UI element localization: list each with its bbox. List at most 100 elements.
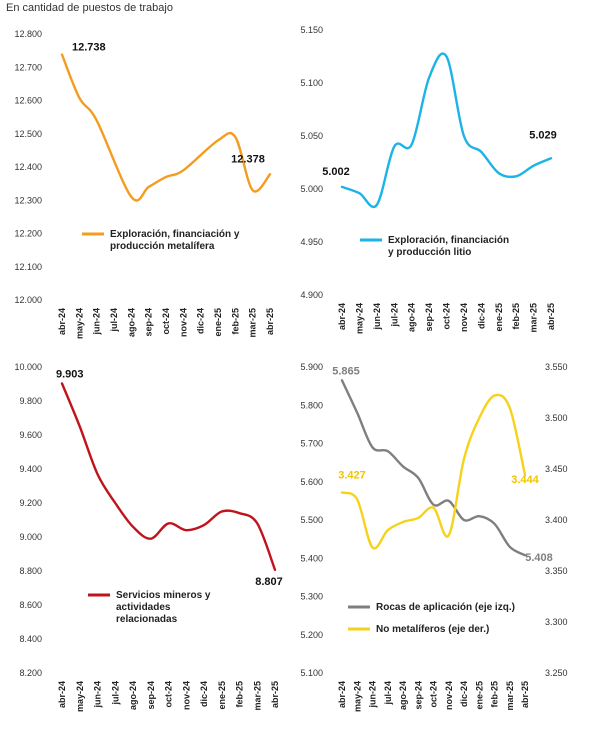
x-tick-label: ene-25 bbox=[217, 681, 227, 710]
y-tick-label: 9.000 bbox=[19, 532, 42, 542]
y-tick-label-right: 3.450 bbox=[545, 464, 568, 474]
legend-entry: Rocas de aplicación (eje izq.) bbox=[376, 602, 515, 613]
y-tick-label: 8.600 bbox=[19, 600, 42, 610]
x-tick-label: sep-24 bbox=[413, 681, 423, 710]
x-tick-label: may-24 bbox=[74, 308, 84, 339]
x-tick-label: may-24 bbox=[75, 681, 85, 712]
y-tick-label-right: 3.300 bbox=[545, 617, 568, 627]
data-label: 5.029 bbox=[529, 129, 557, 141]
x-tick-label: mar-25 bbox=[248, 308, 258, 338]
x-tick-label: oct-24 bbox=[164, 681, 174, 708]
y-tick-label: 9.600 bbox=[19, 430, 42, 440]
x-tick-label: ago-24 bbox=[407, 303, 417, 332]
x-tick-label: jun-24 bbox=[93, 681, 103, 709]
y-tick-label: 8.800 bbox=[19, 566, 42, 576]
data-label: 5.865 bbox=[332, 365, 360, 377]
x-tick-label: mar-25 bbox=[252, 681, 262, 711]
x-tick-label: oct-24 bbox=[442, 303, 452, 330]
x-tick-label: sep-24 bbox=[424, 303, 434, 332]
x-tick-label: abr-25 bbox=[270, 681, 280, 708]
y-tick-label-right: 3.250 bbox=[545, 668, 568, 678]
legend-entry: y producción litio bbox=[388, 247, 471, 258]
legend-entry: actividades bbox=[116, 602, 171, 613]
y-tick-label: 12.100 bbox=[14, 262, 42, 272]
x-tick-label: feb-25 bbox=[490, 681, 500, 708]
x-tick-label: oct-24 bbox=[429, 681, 439, 708]
x-tick-label: jul-24 bbox=[110, 681, 120, 706]
legend-entry: No metalíferos (eje der.) bbox=[376, 624, 489, 635]
x-tick-label: ago-24 bbox=[398, 681, 408, 710]
legend-entry: Servicios mineros y bbox=[116, 590, 211, 601]
legend-entry: producción metalífera bbox=[110, 241, 215, 252]
x-tick-label: abr-24 bbox=[337, 303, 347, 330]
x-tick-label: nov-24 bbox=[459, 303, 469, 332]
x-tick-label: ene-25 bbox=[474, 681, 484, 710]
x-tick-label: dic-24 bbox=[476, 303, 486, 329]
series-line bbox=[340, 393, 527, 550]
y-tick-label: 12.400 bbox=[14, 162, 42, 172]
y-tick-label: 12.500 bbox=[14, 129, 42, 139]
y-tick-label: 5.150 bbox=[300, 25, 323, 35]
y-tick-label-left: 5.500 bbox=[300, 515, 323, 525]
x-tick-label: may-24 bbox=[354, 303, 364, 334]
x-tick-label: abr-24 bbox=[337, 681, 347, 708]
data-label: 5.408 bbox=[525, 552, 553, 564]
x-tick-label: nov-24 bbox=[178, 308, 188, 337]
x-tick-label: oct-24 bbox=[161, 308, 171, 335]
x-tick-label: mar-25 bbox=[529, 303, 539, 333]
x-tick-label: abr-24 bbox=[57, 681, 67, 708]
data-label: 12.738 bbox=[72, 42, 106, 54]
x-tick-label: feb-25 bbox=[511, 303, 521, 330]
data-label: 12.378 bbox=[231, 153, 265, 165]
y-tick-label-right: 3.500 bbox=[545, 413, 568, 423]
series-line bbox=[60, 382, 277, 572]
y-tick-label: 12.000 bbox=[14, 295, 42, 305]
x-tick-label: ago-24 bbox=[128, 681, 138, 710]
x-tick-label: jun-24 bbox=[368, 681, 378, 709]
x-tick-label: sep-24 bbox=[144, 308, 154, 337]
series-line bbox=[340, 379, 527, 557]
y-tick-label: 12.200 bbox=[14, 229, 42, 239]
x-tick-label: dic-24 bbox=[199, 681, 209, 707]
x-tick-label: feb-25 bbox=[235, 681, 245, 708]
x-tick-label: ene-25 bbox=[213, 308, 223, 337]
chart-subtitle: En cantidad de puestos de trabajo bbox=[6, 2, 173, 14]
y-tick-label: 12.800 bbox=[14, 29, 42, 39]
legend-entry: relacionadas bbox=[116, 614, 178, 625]
x-tick-label: ago-24 bbox=[126, 308, 136, 337]
x-tick-label: dic-24 bbox=[459, 681, 469, 707]
y-tick-label: 12.700 bbox=[14, 62, 42, 72]
y-tick-label: 10.000 bbox=[14, 362, 42, 372]
data-label: 8.807 bbox=[255, 576, 283, 588]
y-tick-label: 4.950 bbox=[300, 237, 323, 247]
y-tick-label-left: 5.800 bbox=[300, 400, 323, 410]
legend-entry: Exploración, financiación y bbox=[110, 229, 240, 240]
x-tick-label: sep-24 bbox=[146, 681, 156, 710]
y-tick-label-left: 5.900 bbox=[300, 362, 323, 372]
y-tick-label-right: 3.400 bbox=[545, 515, 568, 525]
y-tick-label: 9.200 bbox=[19, 498, 42, 508]
y-tick-label-left: 5.600 bbox=[300, 477, 323, 487]
y-tick-label: 12.300 bbox=[14, 195, 42, 205]
data-label: 3.444 bbox=[511, 474, 539, 486]
y-tick-label-right: 3.350 bbox=[545, 566, 568, 576]
legend-entry: Exploración, financiación bbox=[388, 235, 509, 246]
x-tick-label: may-24 bbox=[352, 681, 362, 712]
y-tick-label-left: 5.100 bbox=[300, 668, 323, 678]
x-tick-label: abr-25 bbox=[546, 303, 556, 330]
y-tick-label: 12.600 bbox=[14, 96, 42, 106]
y-tick-label: 4.900 bbox=[300, 290, 323, 300]
x-tick-label: jul-24 bbox=[383, 681, 393, 706]
x-tick-label: mar-25 bbox=[505, 681, 515, 711]
y-tick-label: 8.400 bbox=[19, 634, 42, 644]
y-tick-label-left: 5.300 bbox=[300, 592, 323, 602]
y-tick-label: 8.200 bbox=[19, 668, 42, 678]
data-label: 5.002 bbox=[322, 166, 350, 178]
y-tick-label: 9.400 bbox=[19, 464, 42, 474]
series-line bbox=[60, 53, 272, 202]
y-tick-label: 5.100 bbox=[300, 78, 323, 88]
x-tick-label: abr-25 bbox=[520, 681, 530, 708]
y-tick-label-left: 5.400 bbox=[300, 553, 323, 563]
x-tick-label: jul-24 bbox=[109, 308, 119, 333]
